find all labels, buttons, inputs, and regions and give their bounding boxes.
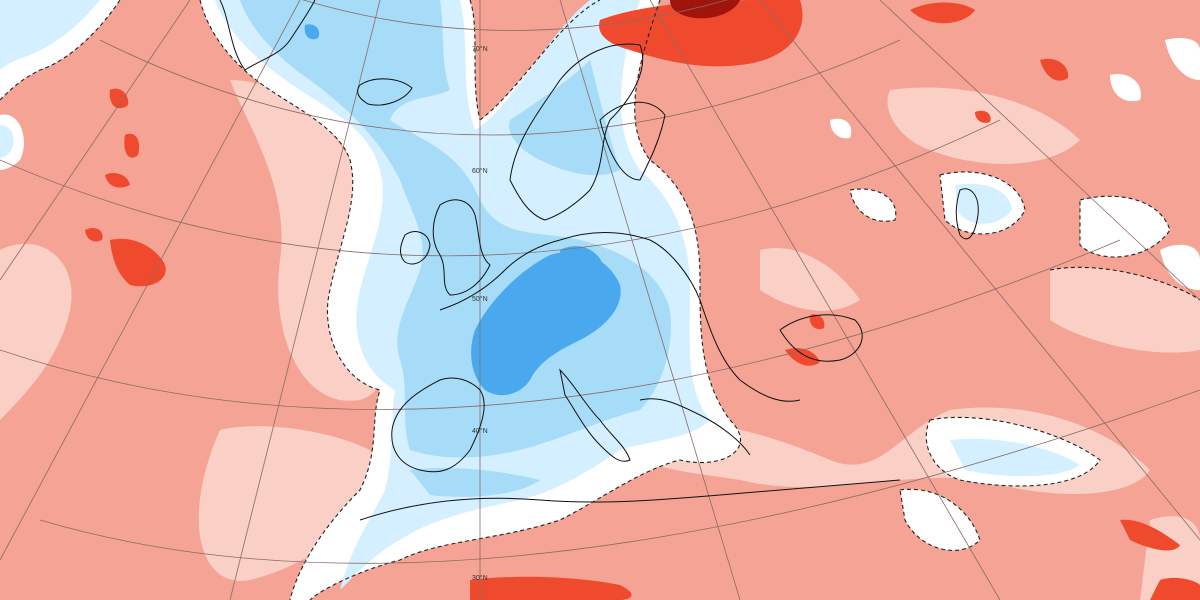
lat-label-50n: 50°N xyxy=(472,295,488,303)
coast-balkans xyxy=(639,398,751,456)
extreme-warm-area xyxy=(670,0,740,19)
lat-label-70n: 70°N xyxy=(472,45,488,53)
coast-italy xyxy=(559,368,631,462)
parallel-40 xyxy=(0,239,1121,410)
coast-black-sea xyxy=(779,314,863,362)
coast-north-africa xyxy=(359,479,901,521)
coast-gb xyxy=(432,199,491,296)
coast-caspian xyxy=(955,188,979,240)
meridian-w30 xyxy=(0,0,191,281)
strong-cold-areas xyxy=(304,24,621,396)
parallel-60 xyxy=(99,39,901,136)
parallel-70 xyxy=(302,0,728,31)
coast-finland xyxy=(599,101,666,181)
coast-ireland xyxy=(400,231,431,265)
coastlines xyxy=(219,0,979,521)
parallel-30 xyxy=(39,389,1200,564)
meridian-w20 xyxy=(0,0,301,561)
coast-iceland xyxy=(357,78,413,106)
latitude-labels: 70°N 60°N 50°N 40°N 30°N xyxy=(472,45,488,582)
coast-iberia xyxy=(391,377,485,473)
meridian-e40 xyxy=(879,0,1200,301)
coast-greenland xyxy=(219,0,316,71)
coast-continent xyxy=(439,232,801,402)
meridian-w10 xyxy=(229,0,381,600)
lat-label-40n: 40°N xyxy=(472,427,488,435)
meridian-e10 xyxy=(559,0,741,600)
meridian-e30 xyxy=(759,0,1200,541)
lat-label-60n: 60°N xyxy=(472,167,488,175)
parallel-50 xyxy=(0,119,1001,257)
lat-label-30n: 30°N xyxy=(472,574,488,582)
meridian-e20 xyxy=(649,0,1001,600)
coast-scandinavia xyxy=(509,43,644,221)
